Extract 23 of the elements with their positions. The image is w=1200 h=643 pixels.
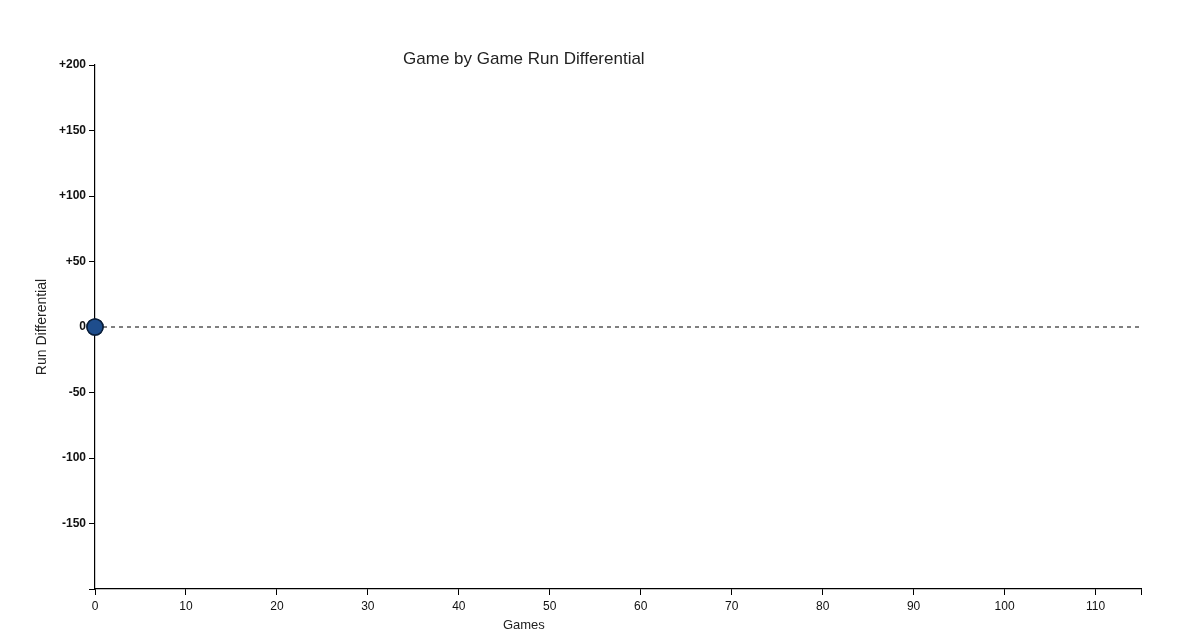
x-tick-label: 60 — [634, 598, 648, 613]
x-axis-title: Games — [502, 616, 546, 632]
y-axis-title: Run Differential — [33, 278, 50, 376]
y-tick-label: -100 — [61, 450, 87, 465]
x-tick-label: 30 — [361, 598, 375, 613]
x-tick-label: 110 — [1085, 598, 1106, 613]
y-tick-label: +100 — [58, 188, 87, 203]
x-tick-label: 0 — [91, 598, 99, 613]
x-tick-label: 20 — [270, 598, 284, 613]
x-tick-label: 40 — [452, 598, 466, 613]
chart-title: Game by Game Run Differential — [403, 48, 645, 68]
y-tick-label: +150 — [58, 122, 87, 137]
y-tick-label: 0 — [79, 319, 87, 334]
x-tick-label: 80 — [815, 598, 830, 613]
x-tick-label: 70 — [725, 598, 739, 613]
y-tick-label: +200 — [58, 57, 87, 72]
y-tick-label: +50 — [65, 253, 87, 268]
x-tick-label: 90 — [906, 598, 921, 613]
y-tick-label: -50 — [68, 384, 87, 399]
x-tick-label: 100 — [994, 598, 1015, 613]
x-tick-label: 50 — [543, 598, 557, 613]
x-tick-label: 10 — [179, 598, 193, 613]
y-tick-label: -150 — [61, 515, 87, 530]
